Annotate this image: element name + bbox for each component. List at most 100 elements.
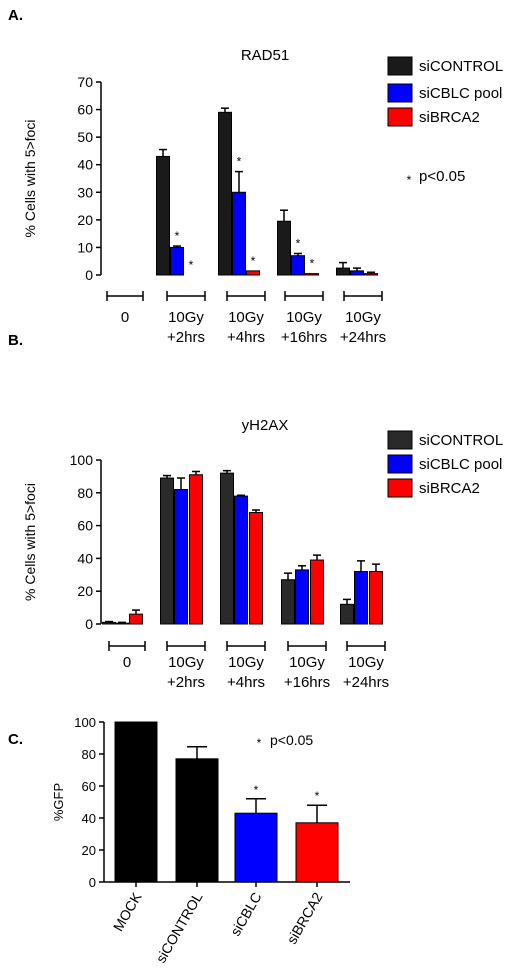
bar-sicontrol [277,220,291,276]
y-axis-label: % Cells with 5>foci [22,483,38,601]
bar-sibrca2 [249,511,263,625]
y-tick-label: 40 [77,550,93,566]
legend-swatch [387,454,413,474]
bar-sibrca2 [189,474,203,625]
significance-star: * [315,789,320,803]
category-label: 10Gy [345,309,381,326]
y-tick-label: 40 [77,157,93,173]
bar-sibrca2 [310,559,324,625]
bar-sibrca2 [129,613,143,625]
bar-sicontrol [160,477,174,625]
category-label: siCBLC [227,890,265,939]
category-label: +4hrs [227,674,265,691]
category-label: +24hrs [340,329,386,346]
legend-swatch [387,478,413,498]
category-label: 10Gy [348,654,384,671]
category-label: 0 [121,309,129,326]
bar-sibrca2 [295,822,339,883]
significance-star: * [175,229,180,243]
category-label: siBRCA2 [283,889,325,946]
category-label: +2hrs [167,329,205,346]
bar-mock [114,721,158,883]
category-label: 10Gy [168,654,204,671]
bar-sibrca2 [246,270,260,276]
chart-title: RAD51 [241,47,289,64]
y-tick-label: 30 [77,184,93,200]
y-tick-label: 20 [77,583,93,599]
y-tick-label: 20 [77,212,93,228]
significance-star: * [310,257,315,271]
bar-sicblc-pool [170,246,184,276]
category-label: 10Gy [286,309,322,326]
y-tick-label: 0 [85,267,93,283]
bar-sicontrol [156,155,170,276]
y-tick-label: 100 [70,452,94,468]
bar-sicblc [234,812,278,883]
legend-label: siCONTROL [419,432,503,449]
legend-swatch [387,107,413,127]
annotation-text: p<0.05 [419,168,465,185]
significance-star: * [237,155,242,169]
category-label: MOCK [110,889,145,934]
y-tick-label: 80 [77,485,93,501]
significance-star: * [251,254,256,268]
category-label: 10Gy [168,309,204,326]
annotation-star: * [257,736,262,750]
y-tick-label: 20 [82,843,96,858]
legend-label: siBRCA2 [419,480,480,497]
panel-label: B. [8,332,23,349]
legend-label: siCONTROL [419,58,503,75]
y-tick-label: 70 [77,74,93,90]
significance-star: * [254,783,259,797]
y-axis-label: % Cells with 5>foci [22,120,38,238]
bar-sicblc-pool [115,622,129,625]
bar-sicblc-pool [291,255,305,276]
y-tick-label: 60 [77,102,93,118]
y-tick-label: 10 [77,239,93,255]
category-label: 10Gy [228,309,264,326]
legend-label: siCBLC pool [419,85,502,102]
annotation-text: p<0.05 [270,732,313,748]
bar-sicblc-pool [350,270,364,276]
category-label: 10Gy [289,654,325,671]
y-tick-label: 80 [82,747,96,762]
bar-sicontrol [281,579,295,625]
bar-sibrca2 [369,571,383,625]
significance-star: * [189,258,194,272]
category-label: +24hrs [343,674,389,691]
legend-swatch [387,56,413,76]
bar-sicblc-pool [234,495,248,625]
category-label: siCONTROL [152,889,205,965]
y-tick-label: 100 [74,715,96,730]
y-tick-label: 0 [89,875,96,890]
y-axis-label: %GFP [51,783,66,821]
category-label: 0 [123,654,131,671]
bar-sicontrol [175,758,219,883]
bar-sicontrol [336,267,350,276]
bar-sicontrol [102,621,116,625]
annotation-star: * [407,173,412,187]
y-tick-label: 40 [82,811,96,826]
panel-label: A. [8,7,23,24]
bar-sicblc-pool [174,489,188,625]
panel-label: C. [8,731,23,748]
legend-label: siBRCA2 [419,109,480,126]
bar-sicblc-pool [295,569,309,625]
category-label: +2hrs [167,674,205,691]
y-tick-label: 0 [85,616,93,632]
y-tick-label: 60 [77,518,93,534]
y-tick-label: 60 [82,779,96,794]
chart-title: yH2AX [242,417,289,434]
legend-swatch [387,83,413,103]
bar-sicontrol [218,111,232,276]
bar-sicblc-pool [354,571,368,625]
y-tick-label: 50 [77,129,93,145]
bar-sicontrol [340,603,354,625]
legend-label: siCBLC pool [419,456,502,473]
category-label: +16hrs [284,674,330,691]
category-label: 10Gy [228,654,264,671]
bar-sicontrol [220,472,234,625]
bar-sicblc-pool [232,191,246,276]
bar-sibrca2 [364,273,378,276]
